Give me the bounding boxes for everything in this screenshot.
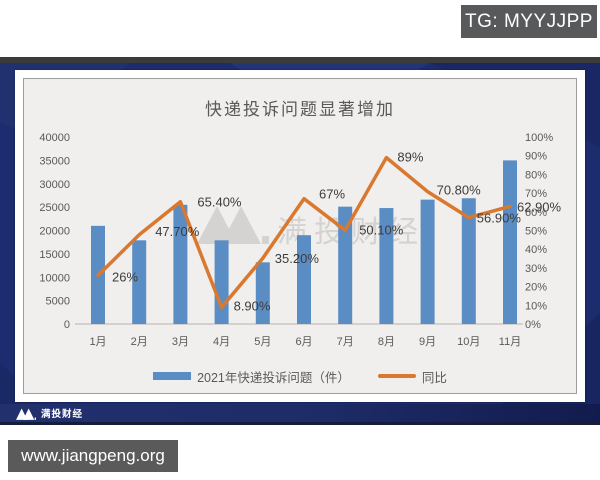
x-axis-label-8月: 8月	[377, 336, 394, 348]
left-axis-tick: 30000	[39, 179, 70, 191]
bar-5月	[255, 262, 270, 324]
bar-10月	[461, 198, 476, 324]
data-label-5月: 35.20%	[274, 251, 319, 266]
x-axis-label-2月: 2月	[130, 336, 147, 348]
right-axis-tick: 100%	[525, 132, 553, 144]
left-axis-tick: 15000	[39, 249, 70, 261]
left-axis-tick: 35000	[39, 155, 70, 167]
left-axis-tick: 25000	[39, 202, 70, 214]
legend-item-bars: 2021年快递投诉问题（件）	[153, 367, 350, 386]
data-label-8月: 89%	[397, 150, 423, 165]
yoy-line	[95, 155, 512, 310]
data-label-3月: 65.40%	[197, 195, 242, 210]
legend-label-bars: 2021年快递投诉问题（件）	[197, 370, 350, 385]
bar-11月	[502, 160, 517, 324]
left-axis-tick: 40000	[39, 132, 70, 144]
tg-badge: TG: MYYJJPP	[461, 5, 597, 38]
top-divider-strip	[0, 57, 600, 63]
navy-background-section: 快递投诉问题显著增加 满投财经 0 5000 10000 15000 20000 25000…	[0, 63, 600, 425]
x-axis-label-9月: 9月	[419, 336, 436, 348]
data-label-7月: 50.10%	[359, 222, 404, 237]
x-axis-label-10月: 10月	[457, 336, 480, 348]
data-label-4月: 8.90%	[233, 298, 270, 313]
x-axis-label-5月: 5月	[254, 336, 271, 348]
data-label-11月: 62.90%	[517, 199, 562, 214]
bar-series-swatch-icon	[153, 372, 192, 380]
bar-7月	[337, 206, 352, 324]
right-axis-tick: 70%	[525, 188, 547, 200]
x-axis-label-6月: 6月	[295, 336, 312, 348]
right-axis-tick: 40%	[525, 244, 547, 256]
bar-9月	[420, 199, 435, 324]
bar-6月	[296, 235, 311, 324]
right-axis-tick: 80%	[525, 169, 547, 181]
right-axis-tick: 30%	[525, 263, 547, 275]
data-label-10月: 56.90%	[476, 211, 521, 226]
bar-3月	[172, 204, 187, 324]
left-axis-tick: 20000	[39, 226, 70, 238]
bottom-bar: www.jiangpeng.org	[0, 425, 600, 480]
brand-name: 满投财经	[41, 409, 84, 420]
left-axis-tick: 0	[63, 319, 69, 331]
x-axis-label-3月: 3月	[171, 336, 188, 348]
url-badge: www.jiangpeng.org	[8, 440, 178, 472]
right-axis-tick: 20%	[525, 282, 547, 294]
line-series-swatch-icon	[377, 374, 416, 378]
brand-footer-strip: 满投财经	[0, 404, 600, 425]
x-axis-label-7月: 7月	[336, 336, 353, 348]
left-axis-tick: 10000	[39, 272, 70, 284]
chart-frame: 快递投诉问题显著增加 满投财经0500010000150002000025000…	[23, 78, 577, 394]
data-label-2月: 47.70%	[155, 224, 200, 239]
right-axis-tick: 10%	[525, 300, 547, 312]
data-label-9月: 70.80%	[436, 183, 481, 198]
right-axis-tick: 0%	[525, 319, 541, 331]
legend-label-line: 同比	[421, 370, 447, 385]
top-bar: TG: MYYJJPP	[0, 0, 600, 57]
chart-card: 快递投诉问题显著增加 满投财经0500010000150002000025000…	[15, 70, 585, 402]
left-axis-tick: 5000	[45, 296, 69, 308]
legend-item-line: 同比	[377, 367, 447, 386]
chart-legend: 2021年快递投诉问题（件） 同比	[24, 359, 576, 393]
complaints-chart: 满投财经050001000015000200002500030000350004…	[39, 132, 562, 348]
x-axis-label-1月: 1月	[89, 336, 106, 348]
data-label-6月: 67%	[319, 187, 345, 202]
x-axis-label-11月: 11月	[498, 336, 520, 348]
chart-title: 快递投诉问题显著增加	[205, 100, 395, 119]
bar-8月	[378, 208, 393, 324]
right-axis-tick: 50%	[525, 226, 547, 238]
x-axis-label-4月: 4月	[213, 336, 230, 348]
right-axis-tick: 60%	[525, 207, 547, 219]
right-axis-tick: 90%	[525, 151, 547, 163]
bar-4月	[214, 240, 229, 324]
bar-2月	[131, 240, 146, 324]
data-label-1月: 26%	[112, 269, 138, 284]
brand-m-logo-icon	[16, 408, 36, 420]
